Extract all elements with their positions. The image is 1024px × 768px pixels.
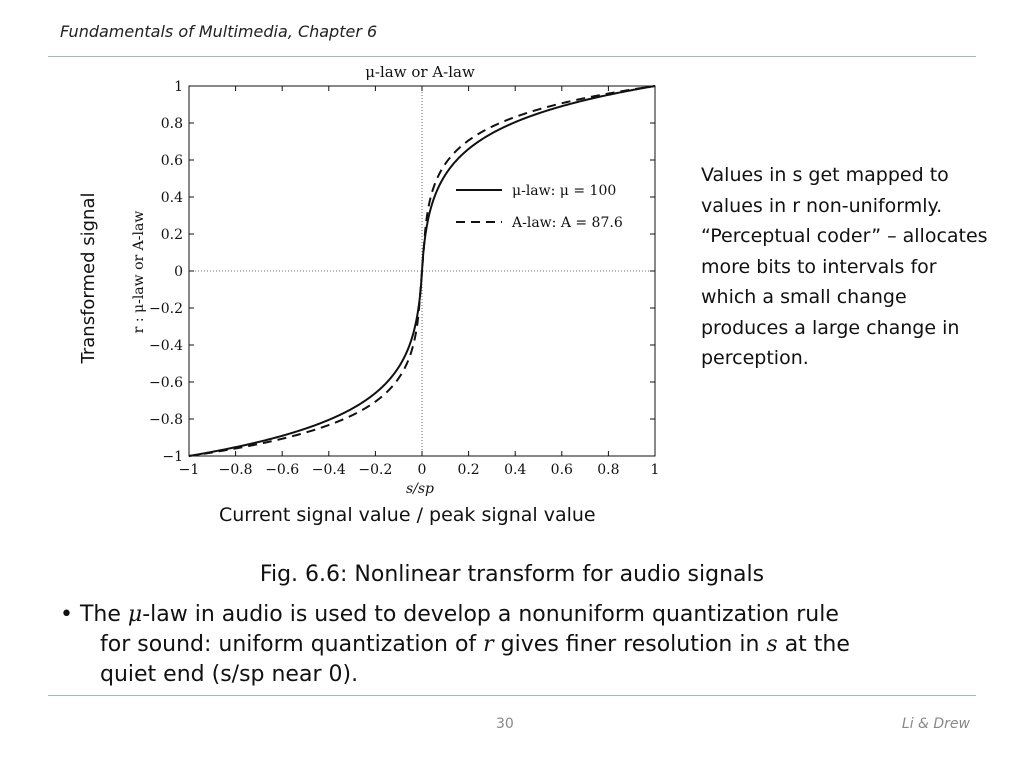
- page-number: 30: [496, 716, 514, 732]
- y-tick-label: 0: [174, 264, 183, 280]
- y-tick-label: −0.6: [149, 375, 183, 391]
- bullet-text-2: -law in audio is used to develop a nonun…: [142, 602, 839, 627]
- x-tick-label: −0.8: [219, 462, 253, 478]
- x-ticks-group: −1 −0.8 −0.6 −0.4 −0.2 0 0.2 0.4 0.6 0.8 1: [179, 86, 660, 478]
- x-tick-label: 0.6: [551, 462, 573, 478]
- bullet-text-3: for sound: uniform quantization of: [100, 632, 484, 657]
- y-ticks-group: 1 0.8 0.6 0.4 0.2 0 −0.2 −0.4 −0.6 −0.8 −1: [149, 79, 655, 465]
- y-tick-label: 0.2: [161, 227, 183, 243]
- y-outer-label-svg: Transformed signal: [78, 193, 99, 365]
- legend-label-mu-law: μ-law: μ = 100: [512, 183, 616, 199]
- x-axis-label: s/sp: [406, 481, 434, 497]
- y-outer-label: Transformed signal: [78, 193, 99, 365]
- footer-authors: Li & Drew: [901, 716, 970, 732]
- y-tick-label: −0.2: [149, 301, 183, 317]
- x-tick-label: 0.8: [597, 462, 619, 478]
- bullet-marker: •: [60, 602, 73, 627]
- legend-label-a-law: A-law: A = 87.6: [511, 215, 623, 231]
- header-divider: [48, 56, 976, 57]
- bullet-line-3: quiet end (s/sp near 0).: [100, 662, 359, 687]
- x-tick-label: 0.4: [504, 462, 526, 478]
- bullet-text-4: gives finer resolution in: [493, 632, 767, 657]
- y-axis-label: r : μ-law or A-law: [131, 211, 147, 334]
- x-tick-label: −0.6: [265, 462, 299, 478]
- footer-divider: [48, 695, 976, 696]
- y-tick-label: −1: [162, 449, 183, 465]
- y-tick-label: −0.8: [149, 412, 183, 428]
- bullet-text-5: at the: [777, 632, 850, 657]
- x-tick-label: −1: [179, 462, 200, 478]
- y-tick-label: 0.6: [161, 153, 183, 169]
- r-symbol: r: [483, 632, 494, 657]
- y-tick-label: 0.4: [161, 190, 183, 206]
- mu-law-a-law-chart: μ-law or A-law 1 0.8 0.6 0.4 0.2 0 −0.2 −0.4 −0.…: [131, 63, 660, 497]
- x-tick-label: 0.2: [457, 462, 479, 478]
- slide-header-title: Fundamentals of Multimedia, Chapter 6: [60, 22, 378, 41]
- side-note: Values in s get mapped to values in r no…: [701, 164, 988, 369]
- bullet-text-1: The: [79, 602, 128, 627]
- chart-legend: μ-law: μ = 100 A-law: A = 87.6: [456, 183, 623, 231]
- y-tick-label: 1: [174, 79, 183, 95]
- chart-title: μ-law or A-law: [365, 63, 475, 81]
- a-law-curve: [188, 85, 656, 457]
- figure-caption: Fig. 6.6: Nonlinear transform for audio …: [259, 562, 765, 587]
- mu-symbol: μ: [127, 602, 143, 627]
- s-symbol: s: [766, 632, 778, 657]
- x-tick-label: 1: [651, 462, 660, 478]
- bullet-line-2: for sound: uniform quantization of r giv…: [60, 630, 980, 660]
- x-tick-label: −0.4: [312, 462, 346, 478]
- bullet-point: • The μ-law in audio is used to develop …: [60, 600, 980, 690]
- x-outer-label: Current signal value / peak signal value: [219, 504, 596, 526]
- series-group: [188, 85, 656, 457]
- y-tick-label: 0.8: [161, 116, 183, 132]
- y-tick-label: −0.4: [149, 338, 183, 354]
- mu-law-curve: [188, 85, 656, 457]
- x-tick-label: 0: [418, 462, 427, 478]
- x-tick-label: −0.2: [358, 462, 392, 478]
